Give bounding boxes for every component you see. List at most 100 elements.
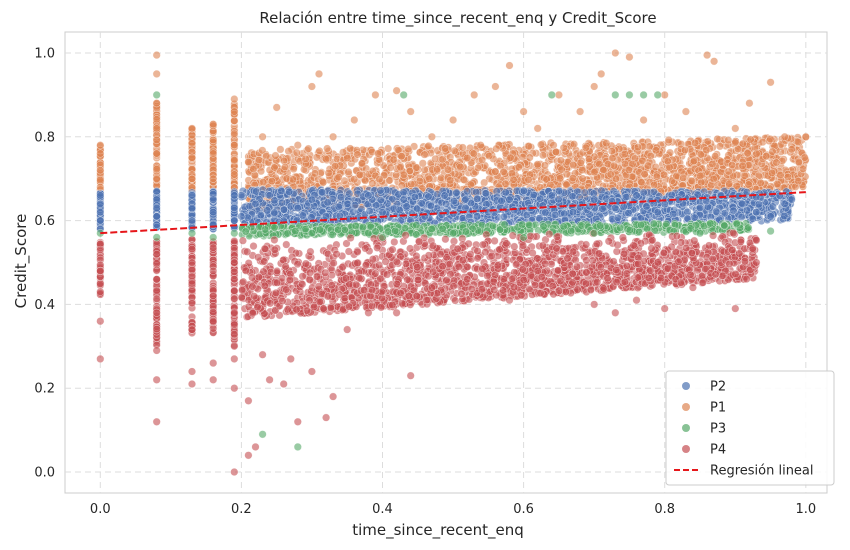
band-point [384,144,393,153]
band-point [686,224,695,233]
band-point [355,170,364,179]
band-point [437,210,446,219]
band-point [738,161,747,170]
band-point [456,162,465,171]
band-point [762,152,771,161]
band-point [660,200,669,209]
band-point [559,222,568,231]
band-point [478,155,487,164]
band-point [616,223,625,232]
band-point [263,206,272,215]
band-point [399,188,408,197]
band-point [667,191,676,200]
band-point [237,191,246,200]
band-point [696,171,705,180]
band-point [643,161,653,170]
band-point [315,146,324,156]
band-point [569,140,579,149]
band-point [715,142,724,151]
band-point [499,212,509,221]
band-point [679,173,688,182]
band-point [793,137,802,146]
band-point [725,179,734,188]
band-point [602,139,611,148]
band-point [412,163,421,172]
band-point [433,165,442,174]
band-point [353,150,362,159]
band-point [691,138,700,147]
band-point [712,207,721,216]
band-point [270,163,279,172]
band-point [361,176,370,185]
band-point [417,199,426,208]
band-point [384,227,393,236]
band-point [337,193,346,202]
band-point [680,146,690,155]
band-point [624,208,633,218]
band-point [412,230,421,239]
band-point [585,154,594,163]
band-point [461,195,470,204]
band-point [463,153,472,162]
band-point [536,194,545,203]
band-point [613,213,622,222]
band-point [702,146,711,155]
band-point [499,167,508,176]
band-point [256,211,265,220]
band-point [577,221,586,230]
band-point [568,174,577,183]
band-point [625,226,634,235]
band-point [575,193,584,202]
band-point [396,163,405,172]
band-point [420,150,429,159]
band-point [551,210,560,219]
band-point [772,158,781,167]
band-point [780,211,789,221]
band-point [731,138,740,147]
band-point [345,189,354,198]
band-point [291,226,300,236]
band-point [652,172,661,181]
band-point [365,206,374,216]
band-point [609,161,619,170]
band-point [768,168,777,177]
band-point [324,168,333,177]
band-point [249,164,258,174]
band-point [497,196,506,206]
band-point [438,224,447,233]
band-point [374,149,383,158]
band-point [766,135,775,144]
band-point [742,206,752,215]
band-point [664,136,673,145]
band-point [637,220,646,229]
band-point [524,175,533,184]
band-point [556,156,565,165]
band-point [743,149,752,158]
band-point [315,225,325,234]
band-point [407,180,416,189]
band-point [620,150,629,159]
band-point [689,156,699,165]
band-point [461,227,470,236]
band-point [317,188,327,197]
band-point [608,154,617,163]
band-point [399,170,408,179]
band-point [283,229,292,238]
band-point [744,180,753,189]
band-point [461,203,470,213]
band-point [687,176,696,185]
band-point [270,223,279,232]
band-point [277,186,286,196]
band-point [334,202,343,211]
band-point [386,163,395,172]
band-point [567,226,576,236]
band-point [368,179,377,188]
band-point [433,190,442,199]
band-point [375,175,384,184]
band-point [469,149,478,158]
band-point [776,171,785,180]
band-point [555,186,564,195]
band-point [500,220,509,229]
band-point [709,174,718,184]
band-point [276,145,285,154]
